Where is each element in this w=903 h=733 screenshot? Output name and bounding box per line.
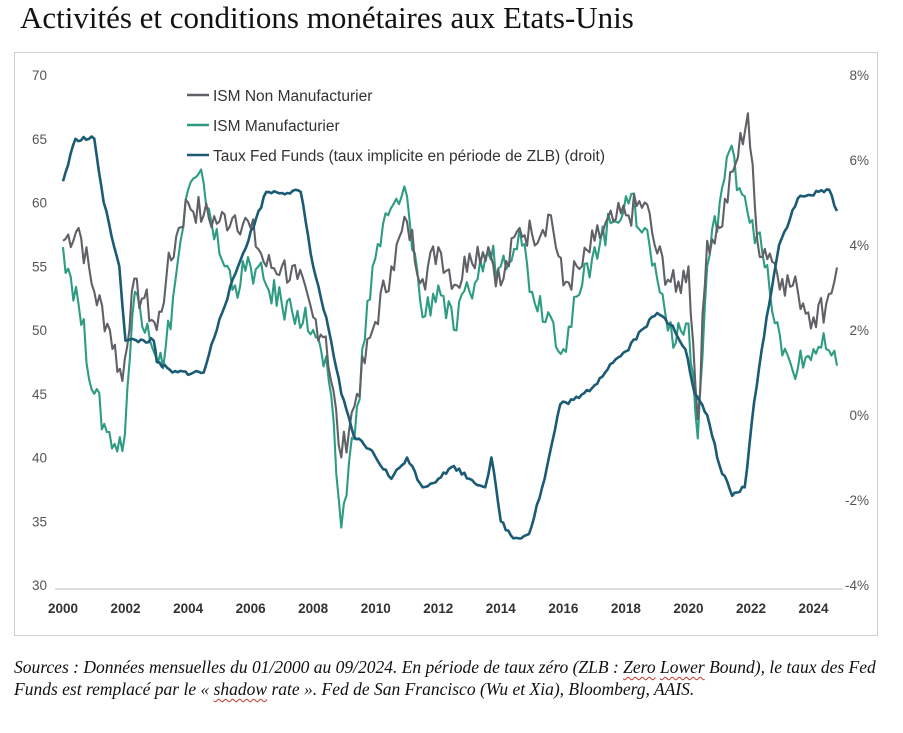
series-line	[62, 112, 839, 459]
left-tick-label: 50	[32, 323, 47, 338]
x-axis-ticks: 2000 2002 2004 2006 2008 2010 2012 2014 2016 2018…	[48, 601, 829, 616]
x-tick-label: 2004	[173, 601, 204, 616]
right-tick-label: 6%	[849, 153, 869, 168]
x-tick-label: 2008	[298, 601, 329, 616]
left-tick-label: 65	[32, 132, 47, 147]
x-tick-label: 2018	[611, 601, 642, 616]
left-tick-label: 35	[32, 514, 47, 529]
left-tick-label: 70	[32, 68, 47, 83]
source-word-shadow: shadow	[213, 679, 268, 699]
source-word-lower: Lower	[659, 657, 705, 677]
chart-legend: ISM Non Manufacturier ISM Manufacturier Ta…	[187, 88, 605, 165]
right-tick-label: 0%	[849, 408, 869, 423]
x-tick-label: 2000	[48, 601, 78, 616]
x-tick-label: 2016	[548, 601, 579, 616]
left-axis-ticks: 30 35 40 45 50 55 60 65 70	[32, 68, 47, 593]
x-tick-label: 2002	[111, 601, 141, 616]
left-tick-label: 30	[32, 578, 47, 593]
right-tick-label: 2%	[849, 323, 869, 338]
left-tick-label: 45	[32, 387, 47, 402]
left-tick-label: 55	[32, 259, 47, 274]
series-line	[61, 135, 839, 540]
right-tick-label: -2%	[845, 493, 869, 508]
x-tick-label: 2022	[736, 601, 766, 616]
chart-frame: 30 35 40 45 50 55 60 65 70 -4% -2% 0% 2% 4% 6% 8% 2000…	[14, 52, 878, 636]
source-text-3: Bound), le taux des Fed Funds est rempla…	[14, 657, 876, 699]
right-tick-label: 8%	[849, 68, 869, 83]
series-line	[61, 144, 839, 529]
right-axis-ticks: -4% -2% 0% 2% 4% 6% 8%	[845, 68, 869, 593]
legend-label: ISM Non Manufacturier	[213, 88, 372, 105]
source-text-1: Sources : Données mensuelles du 01/2000 …	[14, 657, 624, 677]
left-tick-label: 60	[32, 196, 47, 211]
legend-label: ISM Manufacturier	[213, 118, 340, 135]
series-layer	[61, 112, 839, 540]
left-tick-label: 40	[32, 451, 47, 466]
line-chart: 30 35 40 45 50 55 60 65 70 -4% -2% 0% 2% 4% 6% 8% 2000…	[32, 68, 869, 616]
x-tick-label: 2006	[236, 601, 267, 616]
source-word-zero: Zero	[623, 657, 656, 677]
x-tick-label: 2010	[361, 601, 391, 616]
chart-title: Activités et conditions monétaires aux E…	[20, 0, 634, 35]
source-text-4: rate ». Fed de San Francisco (Wu et Xia)…	[267, 679, 695, 699]
right-tick-label: -4%	[845, 578, 869, 593]
x-tick-label: 2024	[799, 601, 830, 616]
right-tick-label: 4%	[849, 238, 869, 253]
legend-label: Taux Fed Funds (taux implicite en périod…	[213, 148, 605, 165]
x-tick-label: 2012	[423, 601, 453, 616]
x-tick-label: 2020	[673, 601, 703, 616]
source-note: Sources : Données mensuelles du 01/2000 …	[14, 656, 889, 700]
x-tick-label: 2014	[486, 601, 517, 616]
